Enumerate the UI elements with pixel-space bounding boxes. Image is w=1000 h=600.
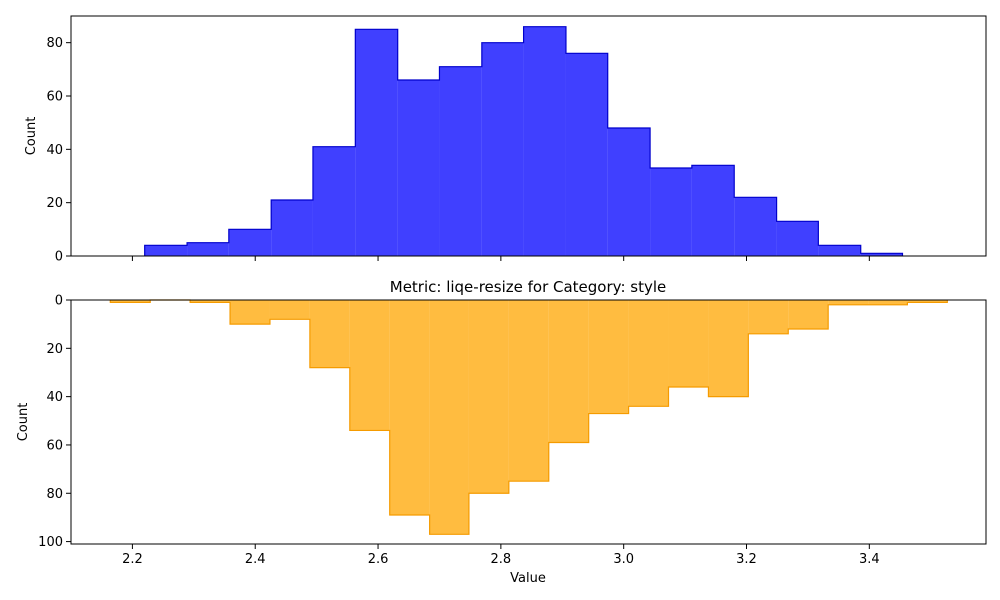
- top-histogram-panel: 0 20 40 60 80 Count: [24, 15, 987, 265]
- top-histogram-bar: [734, 197, 777, 256]
- top-histogram-bar: [228, 229, 272, 256]
- top-histogram-bar: [397, 80, 440, 256]
- top-histogram-bar: [691, 165, 735, 256]
- bottom-histogram-bar: [190, 300, 231, 303]
- bottom-histogram-bar: [429, 300, 469, 535]
- top-y-tick-label: 0: [55, 250, 63, 265]
- bottom-histogram-bar: [548, 300, 589, 443]
- top-histogram-bar: [187, 242, 229, 256]
- bottom-y-tick-label: 20: [46, 342, 63, 357]
- bottom-histogram-bar: [628, 300, 669, 407]
- top-histogram-bar: [607, 128, 651, 256]
- bottom-x-tick-label: 2.6: [368, 552, 389, 567]
- top-histogram-bar: [144, 245, 188, 256]
- top-histogram-bar: [860, 253, 903, 256]
- bottom-histogram-bar: [907, 300, 948, 303]
- top-axes-frame: [70, 15, 987, 257]
- bottom-chart-title: Metric: liqe-resize for Category: style: [390, 278, 666, 296]
- bottom-y-ticks: 0 20 40 60 80 100: [38, 294, 71, 550]
- bottom-y-axis-label: Count: [16, 403, 31, 442]
- bottom-x-tick-label: 3.0: [613, 552, 634, 567]
- top-histogram-bar: [565, 53, 608, 257]
- bottom-histogram-bar: [828, 300, 869, 305]
- top-y-tick-label: 20: [46, 196, 63, 211]
- bottom-x-ticks: 2.2 2.4 2.6 2.8 3.0 3.2 3.4: [122, 544, 880, 567]
- top-histogram-bar: [481, 42, 524, 256]
- bottom-histogram-bar: [508, 300, 549, 482]
- bottom-histogram-bar: [708, 300, 749, 397]
- bottom-x-tick-label: 2.2: [122, 552, 143, 567]
- top-y-ticks: 0 20 40 60 80: [46, 36, 71, 265]
- bottom-x-tick-label: 3.4: [859, 552, 880, 567]
- top-histogram-bar: [523, 26, 566, 256]
- bottom-histogram-bar: [588, 300, 629, 414]
- bottom-axes-frame: [70, 299, 987, 545]
- top-histogram-bar: [355, 29, 398, 257]
- bottom-histogram-bar: [468, 300, 509, 494]
- top-x-ticks: [131, 256, 870, 261]
- bottom-x-tick-label: 2.4: [245, 552, 266, 567]
- top-y-tick-label: 40: [46, 143, 63, 158]
- bottom-y-tick-label: 80: [46, 487, 63, 502]
- top-histogram-outline: [144, 26, 904, 256]
- bottom-histogram-bar: [668, 300, 709, 387]
- bottom-histogram-bar: [349, 300, 390, 431]
- bottom-histogram-bar: [110, 300, 151, 303]
- bottom-y-tick-label: 100: [38, 535, 63, 550]
- top-histogram-bar: [818, 245, 861, 256]
- bottom-histogram-outline: [109, 299, 948, 535]
- bottom-histogram-bar: [309, 300, 350, 368]
- bottom-x-axis-label: Value: [510, 571, 546, 586]
- bottom-histogram-bar: [389, 300, 430, 516]
- bottom-histogram-bar: [788, 300, 829, 329]
- bottom-y-tick-label: 0: [55, 294, 63, 309]
- bottom-x-tick-label: 2.8: [491, 552, 512, 567]
- bottom-histogram-panel: Metric: liqe-resize for Category: style …: [16, 278, 987, 586]
- top-y-axis-label: Count: [24, 117, 39, 156]
- top-y-tick-label: 80: [46, 36, 63, 51]
- top-histogram-bars: [144, 26, 904, 257]
- top-y-tick-label: 60: [46, 90, 63, 105]
- bottom-x-tick-label: 3.2: [736, 552, 757, 567]
- bottom-histogram-bars: [109, 299, 948, 535]
- top-histogram-bar: [439, 66, 482, 257]
- bottom-y-tick-label: 60: [46, 438, 63, 453]
- bottom-histogram-bar: [269, 300, 310, 320]
- top-histogram-bar: [312, 146, 356, 256]
- top-histogram-bar: [650, 168, 692, 256]
- bottom-histogram-bar: [748, 300, 789, 334]
- bottom-y-tick-label: 40: [46, 390, 63, 405]
- bottom-histogram-bar: [868, 300, 908, 305]
- top-histogram-bar: [776, 221, 819, 256]
- top-histogram-bar: [271, 200, 313, 256]
- bottom-histogram-bar: [230, 300, 270, 325]
